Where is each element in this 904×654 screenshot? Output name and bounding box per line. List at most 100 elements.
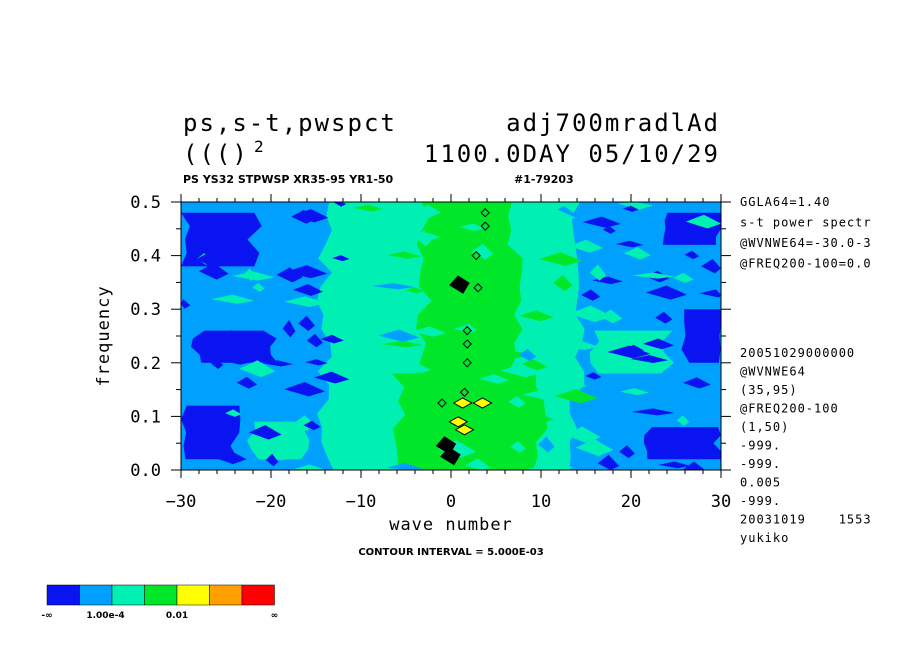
heatmap-patch — [510, 440, 526, 453]
heatmap-patch — [215, 330, 247, 345]
heatmap-patch — [582, 216, 621, 228]
heatmap-patch — [265, 453, 279, 467]
y-tick-label: 0.3 — [130, 300, 161, 320]
heatmap-patch — [685, 214, 721, 229]
heatmap-patch — [569, 239, 604, 253]
heatmap-patch — [562, 340, 600, 350]
heatmap-patch — [508, 395, 526, 408]
heatmap-patch — [353, 204, 383, 212]
contour-peak-yellow — [454, 424, 475, 436]
heatmap-patch — [563, 426, 601, 443]
title-right-line2: 1100.0DAY 05/10/29 — [424, 140, 720, 168]
heatmap-patch — [519, 359, 548, 371]
x-axis-label: wave number — [389, 515, 513, 535]
heatmap-patch — [291, 209, 317, 224]
heatmap-patch — [386, 241, 404, 248]
heatmap-patch — [617, 202, 654, 210]
y-tick-label: 0.1 — [130, 407, 161, 427]
contour-peak-yellow — [448, 416, 469, 428]
heatmap-patch — [313, 371, 350, 384]
side-top-line: @FREQ200-100=0.0 — [740, 257, 872, 271]
heatmap-patch — [215, 229, 230, 238]
heatmap-region — [662, 212, 721, 245]
contour-line — [480, 221, 490, 231]
contour-peak-black — [435, 436, 457, 455]
heatmap-patch — [286, 265, 328, 279]
heatmap-patch — [615, 240, 644, 248]
contour-line — [480, 208, 490, 218]
heatmap-patch — [378, 329, 420, 342]
heatmap-patch — [327, 254, 342, 267]
side-bottom-line: yukiko — [740, 531, 789, 545]
heatmap-patch — [575, 439, 614, 457]
heatmap-patch — [303, 420, 321, 431]
y-tick-label: 0.0 — [130, 461, 161, 481]
heatmap-patch — [332, 255, 350, 262]
title-left-line1: ps,s-t,pwspct — [183, 109, 397, 137]
contour-interval: CONTOUR INTERVAL = 5.000E-03 — [358, 547, 543, 558]
heatmap-patch — [682, 377, 711, 389]
heatmap-patch — [538, 252, 583, 266]
colorbar-label: 0.01 — [166, 611, 188, 621]
heatmap-patch — [407, 364, 431, 374]
heatmap-patch — [248, 425, 282, 440]
colorbar-swatch — [176, 584, 210, 606]
heatmap-patch — [211, 357, 224, 370]
heatmap-patch — [518, 348, 537, 361]
heatmap-patch — [468, 429, 507, 445]
heatmap-patch — [631, 272, 675, 279]
heatmap-patch — [602, 225, 616, 234]
heatmap-patch — [254, 452, 298, 461]
heatmap-patch — [292, 283, 323, 296]
heatmap-patch — [225, 358, 250, 365]
y-axis-label: frequency — [94, 285, 114, 386]
heatmap-patch — [553, 275, 573, 291]
title-right-line1: adj700mradlAd — [506, 109, 720, 137]
heatmap-region — [391, 373, 548, 470]
heatmap-patch — [333, 348, 364, 361]
contour-line — [462, 339, 472, 349]
heatmap-patch — [222, 343, 238, 357]
heatmap-patch — [387, 251, 422, 259]
heatmap-patch — [472, 243, 494, 260]
heatmap-patch — [225, 409, 242, 417]
heatmap-patch — [538, 436, 555, 453]
heatmap-patch — [447, 310, 479, 325]
heatmap-patch — [293, 464, 326, 470]
heatmap-patch — [372, 283, 415, 290]
contour-line — [459, 387, 470, 397]
heatmap-patch — [622, 205, 639, 212]
heatmap-patch — [381, 340, 424, 348]
heatmap-patch — [211, 294, 255, 304]
side-bottom-line: 20051029000000 — [740, 346, 855, 360]
side-bottom-line: -999. — [740, 494, 781, 508]
heatmap-patch — [623, 247, 651, 260]
heatmap-patch — [383, 241, 407, 254]
heatmap-patch — [416, 230, 432, 247]
heatmap-patch — [645, 285, 687, 300]
heatmap-patch — [699, 289, 721, 298]
heatmap-patch — [276, 267, 304, 283]
heatmap-patch — [195, 250, 229, 268]
x-tick-label: 30 — [711, 492, 731, 512]
title-superscript: 2 — [254, 137, 266, 156]
heatmap-patch — [283, 296, 327, 307]
heatmap-patch — [577, 233, 591, 242]
heatmap-patch — [619, 388, 650, 396]
colorbar-swatch — [209, 584, 243, 606]
colorbar-swatch — [46, 584, 80, 606]
heatmap-patch — [464, 458, 491, 470]
heatmap-patch — [405, 287, 424, 294]
heatmap-patch — [252, 282, 265, 292]
x-tick-label: 20 — [621, 492, 641, 512]
heatmap-patch — [305, 359, 328, 366]
heatmap-patch — [701, 259, 721, 274]
subtitle-left: PS YS32 STPWSP XR35-95 YR1-50 — [183, 173, 394, 186]
x-tick-label: 0 — [446, 492, 456, 512]
side-bottom-line: 20031019 1553 — [740, 513, 872, 527]
heatmap-patch — [658, 461, 691, 469]
heatmap-patch — [514, 412, 555, 424]
heatmap-patch — [347, 434, 370, 451]
heatmap-patch — [408, 207, 434, 221]
heatmap-patch — [585, 372, 602, 380]
